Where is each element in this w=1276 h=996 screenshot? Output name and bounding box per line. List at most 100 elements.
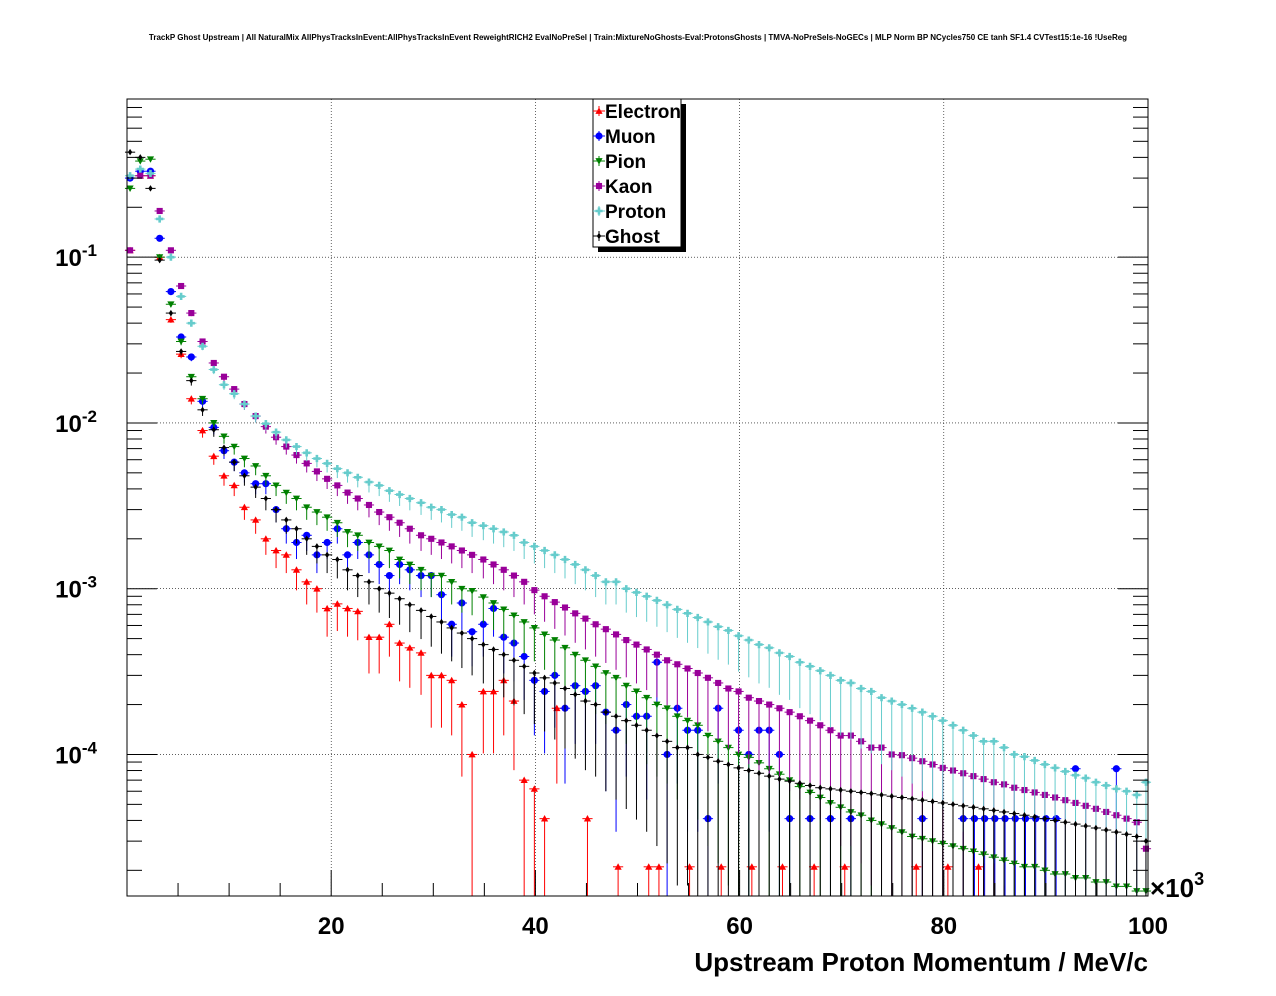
ghost-point [733,764,744,896]
proton-marker [437,506,446,514]
proton-point [815,667,826,721]
kaon-point [374,508,385,526]
pion-point [404,561,415,585]
ghost-marker [858,789,864,796]
electron-point [839,863,850,896]
proton-point [927,712,938,800]
ghost-marker [879,791,884,799]
pion-marker [458,585,466,593]
y-tick-label: 10-1 [55,241,97,272]
ghost-marker [1073,820,1078,828]
proton-marker [734,632,743,640]
proton-marker [663,601,671,609]
ghost-point [301,535,312,555]
proton-marker [313,454,321,463]
pion-point [352,532,363,551]
proton-point [436,506,447,523]
ghost-marker [767,772,772,780]
kaon-marker [376,508,383,516]
muon-point [165,287,177,296]
proton-point [291,442,302,455]
kaon-point [311,468,323,482]
ghost-point [519,663,530,715]
ghost-point [1039,815,1050,896]
muon-point [1010,815,1021,896]
x-axis-multiplier: ×103 [1150,869,1204,903]
ghost-marker [736,764,741,772]
proton-point [250,412,261,423]
ghost-point [907,795,918,896]
proton-marker [939,717,947,725]
proton-point [384,487,395,502]
electron-marker [354,607,362,615]
kaon-marker [417,532,425,539]
ghost-point [958,802,969,896]
kaon-marker [582,615,589,622]
proton-marker [230,390,238,398]
pion-point [301,504,312,520]
proton-marker [592,571,600,580]
proton-marker [292,442,301,451]
pion-marker [354,532,362,539]
kaon-point [124,247,136,254]
kaon-marker [623,636,630,644]
electron-point [942,863,953,896]
electron-point [653,863,665,896]
kaon-point [322,475,333,490]
ghost-marker [377,585,382,592]
ghost-marker [232,458,237,466]
ghost-point [641,726,652,832]
proton-point [896,700,908,777]
proton-marker [1112,785,1120,793]
ghost-point [154,256,165,264]
kaon-point [672,661,683,712]
ghost-point [610,713,622,800]
electron-point [466,750,478,896]
ghost-point [260,495,271,511]
proton-marker [602,578,610,586]
ghost-marker [950,801,956,808]
proton-point [229,390,240,400]
proton-marker [282,436,290,444]
electron-point [250,516,261,534]
ghost-marker [284,516,289,524]
kaon-marker [137,172,144,179]
proton-marker [806,662,814,670]
proton-point [301,449,312,462]
ghost-marker [481,641,486,648]
pion-point [478,594,489,623]
electron-marker [583,815,592,822]
pion-marker [489,600,498,607]
pion-marker [632,688,641,696]
ghost-marker [889,792,894,800]
ghost-point [176,348,187,356]
ghost-marker [1022,811,1027,819]
proton-point [154,215,165,223]
kaon-point [488,561,499,585]
kaon-point [662,657,673,706]
muon-marker [1011,815,1019,823]
proton-marker [365,478,373,486]
proton-point [363,478,375,493]
ghost-marker [491,646,496,653]
electron-marker [303,578,311,585]
kaon-marker [293,452,300,459]
proton-point [794,658,805,709]
kaon-marker [755,697,763,705]
pion-point [342,529,353,548]
proton-point [845,679,856,740]
proton-point [488,525,499,544]
electron-marker [210,452,218,460]
kaon-point [610,631,622,670]
ghost-point [1101,826,1112,896]
proton-point [610,578,622,605]
proton-marker [724,626,732,635]
pion-point [539,631,550,670]
pion-marker [540,631,549,639]
ghost-point [478,641,489,684]
kaon-marker [490,561,497,568]
proton-marker [551,551,559,559]
proton-marker [375,481,383,489]
proton-marker [479,522,487,530]
